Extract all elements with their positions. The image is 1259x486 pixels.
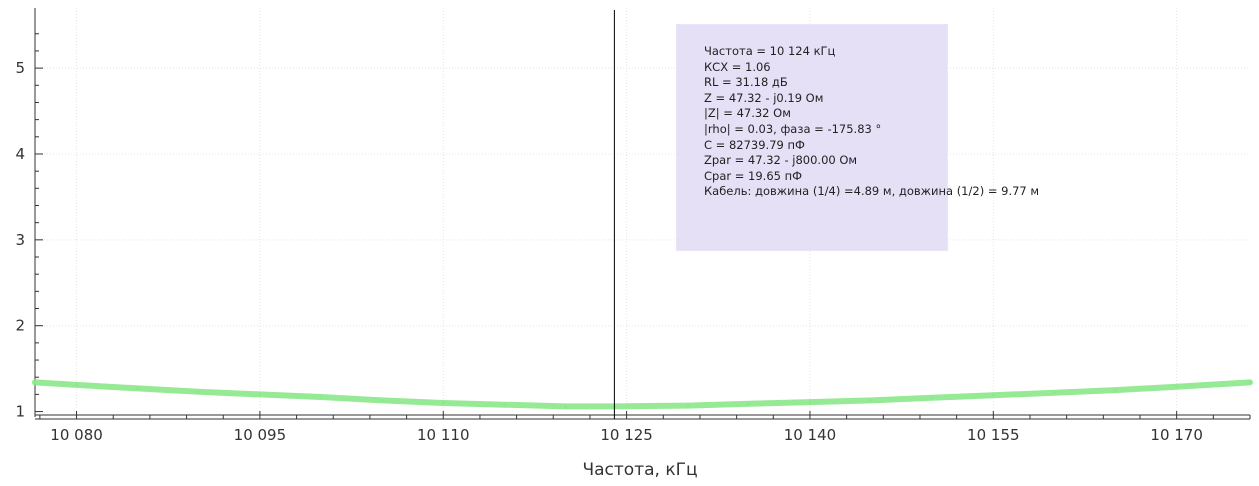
grid-lines bbox=[35, 8, 1250, 415]
data-point bbox=[930, 396, 934, 400]
data-point bbox=[808, 400, 812, 404]
data-point bbox=[991, 393, 995, 397]
tooltip-line: КСХ = 1.06 bbox=[704, 59, 771, 74]
tooltip-line: Zpar = 47.32 - j800.00 Ом bbox=[704, 153, 858, 168]
series-layer bbox=[32, 379, 1253, 410]
y-tick-label: 3 bbox=[15, 231, 25, 249]
data-point bbox=[686, 404, 690, 408]
data-point bbox=[563, 404, 567, 408]
y-tick-label: 2 bbox=[15, 317, 25, 335]
y-tick-label: 4 bbox=[15, 145, 25, 163]
y-tick-label: 5 bbox=[15, 59, 25, 77]
x-tick-label: 10 170 bbox=[1150, 426, 1203, 444]
data-point bbox=[319, 395, 323, 399]
data-point bbox=[1175, 385, 1179, 389]
tooltip-line: Cpar = 19.65 пФ bbox=[704, 168, 803, 183]
data-point bbox=[747, 402, 751, 406]
x-tick-label: 10 110 bbox=[417, 426, 470, 444]
data-point bbox=[1114, 388, 1118, 392]
swr-series-line bbox=[32, 379, 1253, 410]
y-tick-label: 1 bbox=[15, 403, 25, 421]
data-point bbox=[1248, 380, 1252, 384]
data-point bbox=[1052, 391, 1056, 395]
data-point bbox=[380, 398, 384, 402]
x-axis-title: Частота, кГц bbox=[582, 460, 697, 480]
x-tick-label: 10 095 bbox=[234, 426, 287, 444]
data-point bbox=[197, 390, 201, 394]
readout-tooltip: Частота = 10 124 кГц КСХ = 1.06 RL = 31.18… bbox=[676, 24, 1040, 251]
data-point bbox=[258, 392, 262, 396]
chart-axes bbox=[34, 8, 1251, 420]
tooltip-line: RL = 31.18 дБ bbox=[704, 75, 788, 90]
tooltip-line: Z = 47.32 - j0.19 Ом bbox=[704, 90, 824, 105]
x-tick-label: 10 080 bbox=[50, 426, 103, 444]
x-tick-label: 10 155 bbox=[967, 426, 1020, 444]
data-point bbox=[869, 398, 873, 402]
data-point bbox=[441, 401, 445, 405]
tooltip-line: Кабель: довжина (1/4) =4.89 м, довжина (… bbox=[704, 184, 1040, 199]
x-tick-label: 10 140 bbox=[784, 426, 837, 444]
data-point bbox=[75, 383, 79, 387]
data-point bbox=[502, 403, 506, 407]
tick-labels: 10 080 10 095 10 110 10 125 10 140 10 155 10 1… bbox=[15, 59, 1202, 444]
data-point bbox=[33, 380, 37, 384]
x-tick-label: 10 125 bbox=[600, 426, 653, 444]
tooltip-line: |rho| = 0.03, фаза = -175.83 ° bbox=[704, 121, 882, 136]
data-point bbox=[136, 386, 140, 390]
tooltip-line: Частота = 10 124 кГц bbox=[704, 44, 836, 58]
tooltip-line: C = 82739.79 пФ bbox=[704, 137, 805, 152]
tooltip-line: |Z| = 47.32 Ом bbox=[704, 106, 791, 121]
